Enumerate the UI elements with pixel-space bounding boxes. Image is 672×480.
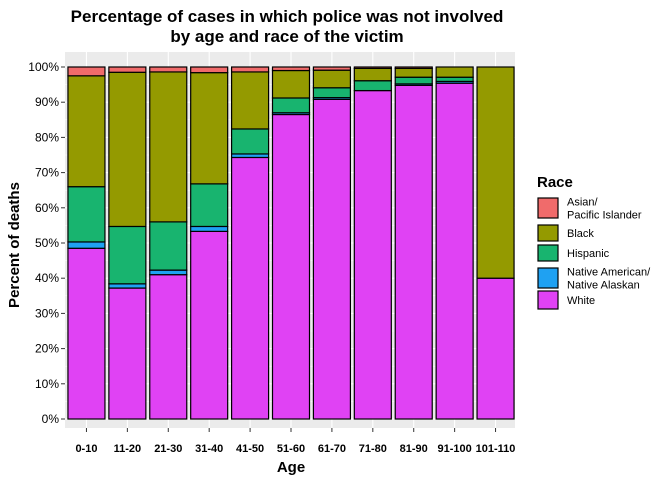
bar-segment xyxy=(190,230,229,420)
y-tick-label: 30% xyxy=(35,306,59,320)
chart-title-line-2: by age and race of the victim xyxy=(170,27,403,46)
legend-label: Black xyxy=(567,228,594,240)
y-tick-label: 50% xyxy=(35,236,59,250)
bar-segment xyxy=(271,113,311,420)
bar-segment xyxy=(312,66,352,71)
bar-segment xyxy=(394,84,433,420)
bar-segment xyxy=(353,89,392,420)
bar-segment xyxy=(394,67,433,78)
bar-segment xyxy=(353,80,392,92)
bar-segment xyxy=(149,71,188,223)
bar-segment xyxy=(476,277,515,420)
x-tick-label: 11-20 xyxy=(114,443,142,455)
bar-segment xyxy=(230,71,270,130)
bar-segment xyxy=(271,97,311,114)
legend-label: Asian/ xyxy=(567,197,599,209)
legend-key xyxy=(537,224,559,242)
bar-segment xyxy=(312,98,352,420)
legend-label: White xyxy=(567,295,595,307)
chart-title-line-1: Percentage of cases in which police was … xyxy=(71,7,504,26)
x-tick-label: 0-10 xyxy=(75,443,97,455)
bar-segment xyxy=(353,66,392,70)
bar-segment xyxy=(230,128,270,155)
bar-segment xyxy=(435,82,474,420)
y-tick-label: 70% xyxy=(35,166,59,180)
bar-segment xyxy=(149,274,188,420)
legend-label: Native Alaskan xyxy=(567,280,640,292)
x-tick-label: 81-90 xyxy=(400,443,428,455)
bar-segment xyxy=(435,76,474,83)
legend-label: Hispanic xyxy=(567,248,610,260)
x-tick-label: 41-50 xyxy=(236,443,264,455)
legend-title: Race xyxy=(537,174,573,191)
y-tick-label: 20% xyxy=(35,342,59,356)
bar-segment xyxy=(394,66,433,70)
bar-segment xyxy=(435,66,474,78)
bar-segment xyxy=(108,71,147,228)
bar-segment xyxy=(190,66,229,74)
x-axis-ticks: 0-10 11-20 21-30 31-40 41-50 51-60 61-70 71-80 8… xyxy=(75,428,515,455)
y-tick-label: 100% xyxy=(28,60,59,74)
bar-segment xyxy=(230,66,270,73)
y-axis-title: Percent of deaths xyxy=(6,182,23,308)
bar-segment xyxy=(312,87,352,99)
bars xyxy=(67,66,515,420)
bar-segment xyxy=(230,156,270,420)
x-tick-label: 71-80 xyxy=(359,443,387,455)
legend-key xyxy=(537,290,559,310)
bar-segment xyxy=(353,67,392,82)
bar-segment xyxy=(190,183,229,228)
bar-segment xyxy=(149,66,188,73)
x-tick-label: 51-60 xyxy=(277,443,305,455)
legend-key xyxy=(537,267,559,289)
bar-segment xyxy=(271,66,311,72)
y-tick-label: 0% xyxy=(42,412,60,426)
legend-key xyxy=(537,197,559,219)
bar-segment xyxy=(476,66,515,279)
legend: Race Asian/Pacific Islander Black Hispanic… xyxy=(537,174,651,310)
bar-segment xyxy=(190,72,229,185)
bar-segment xyxy=(271,69,311,99)
y-axis-ticks: 0% 10% 20% 30% 40% 50% 60% 70% 80% 90% 100% xyxy=(28,60,65,426)
bar-segment xyxy=(394,76,433,85)
bar-segment xyxy=(108,283,147,289)
bar-segment xyxy=(149,221,188,271)
bar-segment xyxy=(67,241,106,249)
bar-segment xyxy=(67,75,106,188)
bar-segment xyxy=(67,247,106,420)
y-tick-label: 40% xyxy=(35,271,59,285)
x-tick-label: 31-40 xyxy=(195,443,223,455)
legend-label: Pacific Islander xyxy=(567,210,642,222)
y-tick-label: 10% xyxy=(35,377,59,391)
legend-label: Native American/ xyxy=(567,267,651,279)
y-tick-label: 80% xyxy=(35,130,59,144)
x-tick-label: 101-110 xyxy=(476,443,516,455)
bar-segment xyxy=(108,66,147,73)
y-tick-label: 60% xyxy=(35,201,59,215)
bar-segment xyxy=(108,287,147,420)
x-tick-label: 21-30 xyxy=(154,443,182,455)
bar-segment xyxy=(108,225,147,285)
y-tick-label: 90% xyxy=(35,95,59,109)
bar-segment xyxy=(149,269,188,276)
bar-segment xyxy=(190,225,229,232)
bar-segment xyxy=(67,66,106,77)
x-tick-label: 61-70 xyxy=(318,443,346,455)
legend-key xyxy=(537,244,559,262)
x-tick-label: 91-100 xyxy=(438,443,472,455)
bar-segment xyxy=(312,69,352,89)
x-axis-title: Age xyxy=(277,459,305,476)
bar-segment xyxy=(67,186,106,243)
